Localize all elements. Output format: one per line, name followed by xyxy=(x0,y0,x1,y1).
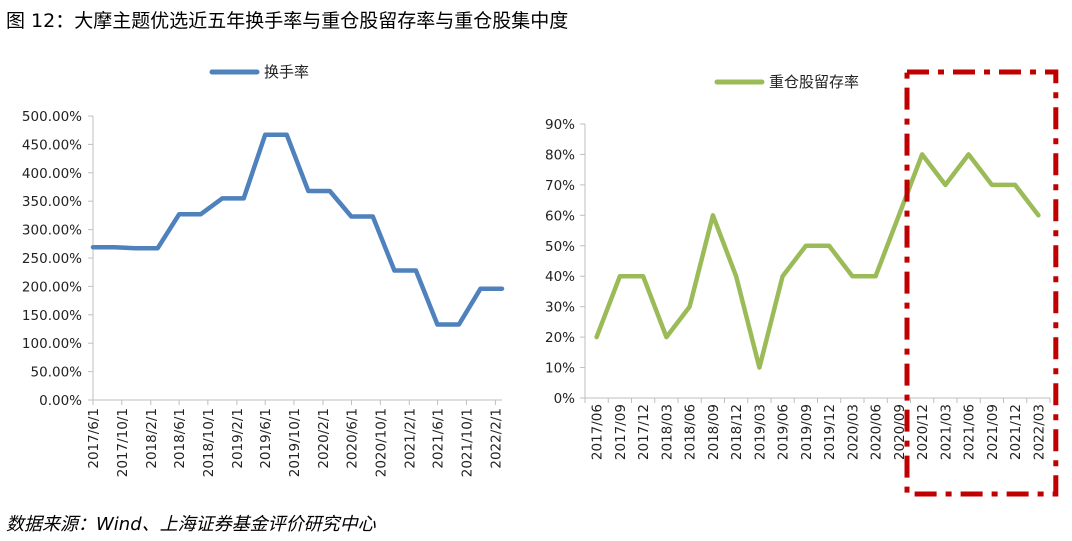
x-tick-label: 2020/12 xyxy=(915,404,931,460)
y-tick-label: 300.00% xyxy=(22,223,82,239)
y-tick-label: 0.00% xyxy=(39,393,82,409)
x-tick-label: 2019/09 xyxy=(799,404,815,460)
x-tick-label: 2019/06 xyxy=(776,404,792,460)
y-tick-label: 400.00% xyxy=(22,166,82,182)
turnover-chart: 0.00% 50.00% 100.00% 150.00% 200.00% 250.00% 3… xyxy=(22,63,505,477)
y-tick-label: 500.00% xyxy=(22,109,82,125)
turnover-legend-label: 换手率 xyxy=(264,63,309,81)
x-tick-label: 2018/6/1 xyxy=(172,408,188,469)
x-tick-label: 2018/10/1 xyxy=(201,408,217,477)
y-tick-label: 0% xyxy=(554,391,576,407)
y-tick-label: 250.00% xyxy=(22,251,82,267)
x-tick-label: 2022/2/1 xyxy=(488,408,504,469)
x-tick-label: 2020/09 xyxy=(892,404,908,460)
y-tick-label: 80% xyxy=(545,147,575,163)
x-tick-label: 2017/10/1 xyxy=(115,408,131,477)
x-tick-label: 2019/10/1 xyxy=(287,408,303,477)
figure-source: 数据来源：Wind、上海证券基金评价研究中心 xyxy=(6,514,376,535)
highlight-box xyxy=(904,69,1059,497)
y-tick-label: 90% xyxy=(545,117,575,133)
y-tick-label: 30% xyxy=(545,300,575,316)
figure-title: 图 12：大摩主题优选近五年换手率与重仓股留存率与重仓股集中度 xyxy=(6,10,569,32)
y-tick-label: 200.00% xyxy=(22,279,82,295)
x-tick-label: 2018/03 xyxy=(659,404,675,460)
x-tick-label: 2021/6/1 xyxy=(431,408,447,469)
x-tick-label: 2021/06 xyxy=(962,404,978,460)
x-tick-label: 2020/03 xyxy=(845,404,861,460)
y-tick-label: 350.00% xyxy=(22,194,82,210)
y-tick-label: 50.00% xyxy=(31,365,83,381)
x-tick-label: 2018/06 xyxy=(683,404,699,460)
x-tick-label: 2020/2/1 xyxy=(316,408,332,469)
x-tick-label: 2017/06 xyxy=(590,404,606,460)
x-tick-label: 2017/12 xyxy=(636,404,652,460)
retention-series-line xyxy=(594,152,1041,370)
x-tick-label: 2022/03 xyxy=(1031,404,1047,460)
x-tick-label: 2019/2/1 xyxy=(230,408,246,469)
retention-chart: 0% 10% 20% 30% 40% 50% 60% 70% 80% 90% 2017/06 2017… xyxy=(545,69,1059,497)
x-tick-label: 2021/03 xyxy=(938,404,954,460)
y-tick-label: 60% xyxy=(545,208,575,224)
x-tick-label: 2018/09 xyxy=(706,404,722,460)
x-tick-label: 2021/2/1 xyxy=(402,408,418,469)
y-tick-label: 40% xyxy=(545,269,575,285)
y-tick-label: 100.00% xyxy=(22,336,82,352)
x-tick-label: 2021/10/1 xyxy=(459,408,475,477)
x-tick-label: 2019/12 xyxy=(822,404,838,460)
x-tick-label: 2019/6/1 xyxy=(258,408,274,469)
x-tick-label: 2018/12 xyxy=(729,404,745,460)
y-tick-label: 70% xyxy=(545,178,575,194)
x-tick-label: 2021/12 xyxy=(1008,404,1024,460)
y-tick-label: 10% xyxy=(545,361,575,377)
retention-legend-label: 重仓股留存率 xyxy=(769,73,859,91)
x-tick-label: 2020/10/1 xyxy=(373,408,389,477)
x-tick-label: 2020/6/1 xyxy=(345,408,361,469)
x-tick-label: 2017/09 xyxy=(613,404,629,460)
x-tick-label: 2018/2/1 xyxy=(144,408,160,469)
x-tick-label: 2017/6/1 xyxy=(86,408,102,469)
x-tick-label: 2019/03 xyxy=(752,404,768,460)
x-tick-label: 2020/06 xyxy=(869,404,885,460)
y-tick-label: 20% xyxy=(545,330,575,346)
y-tick-label: 50% xyxy=(545,239,575,255)
x-tick-label: 2021/09 xyxy=(985,404,1001,460)
y-tick-label: 450.00% xyxy=(22,137,82,153)
y-tick-label: 150.00% xyxy=(22,308,82,324)
turnover-series-line xyxy=(90,132,505,327)
